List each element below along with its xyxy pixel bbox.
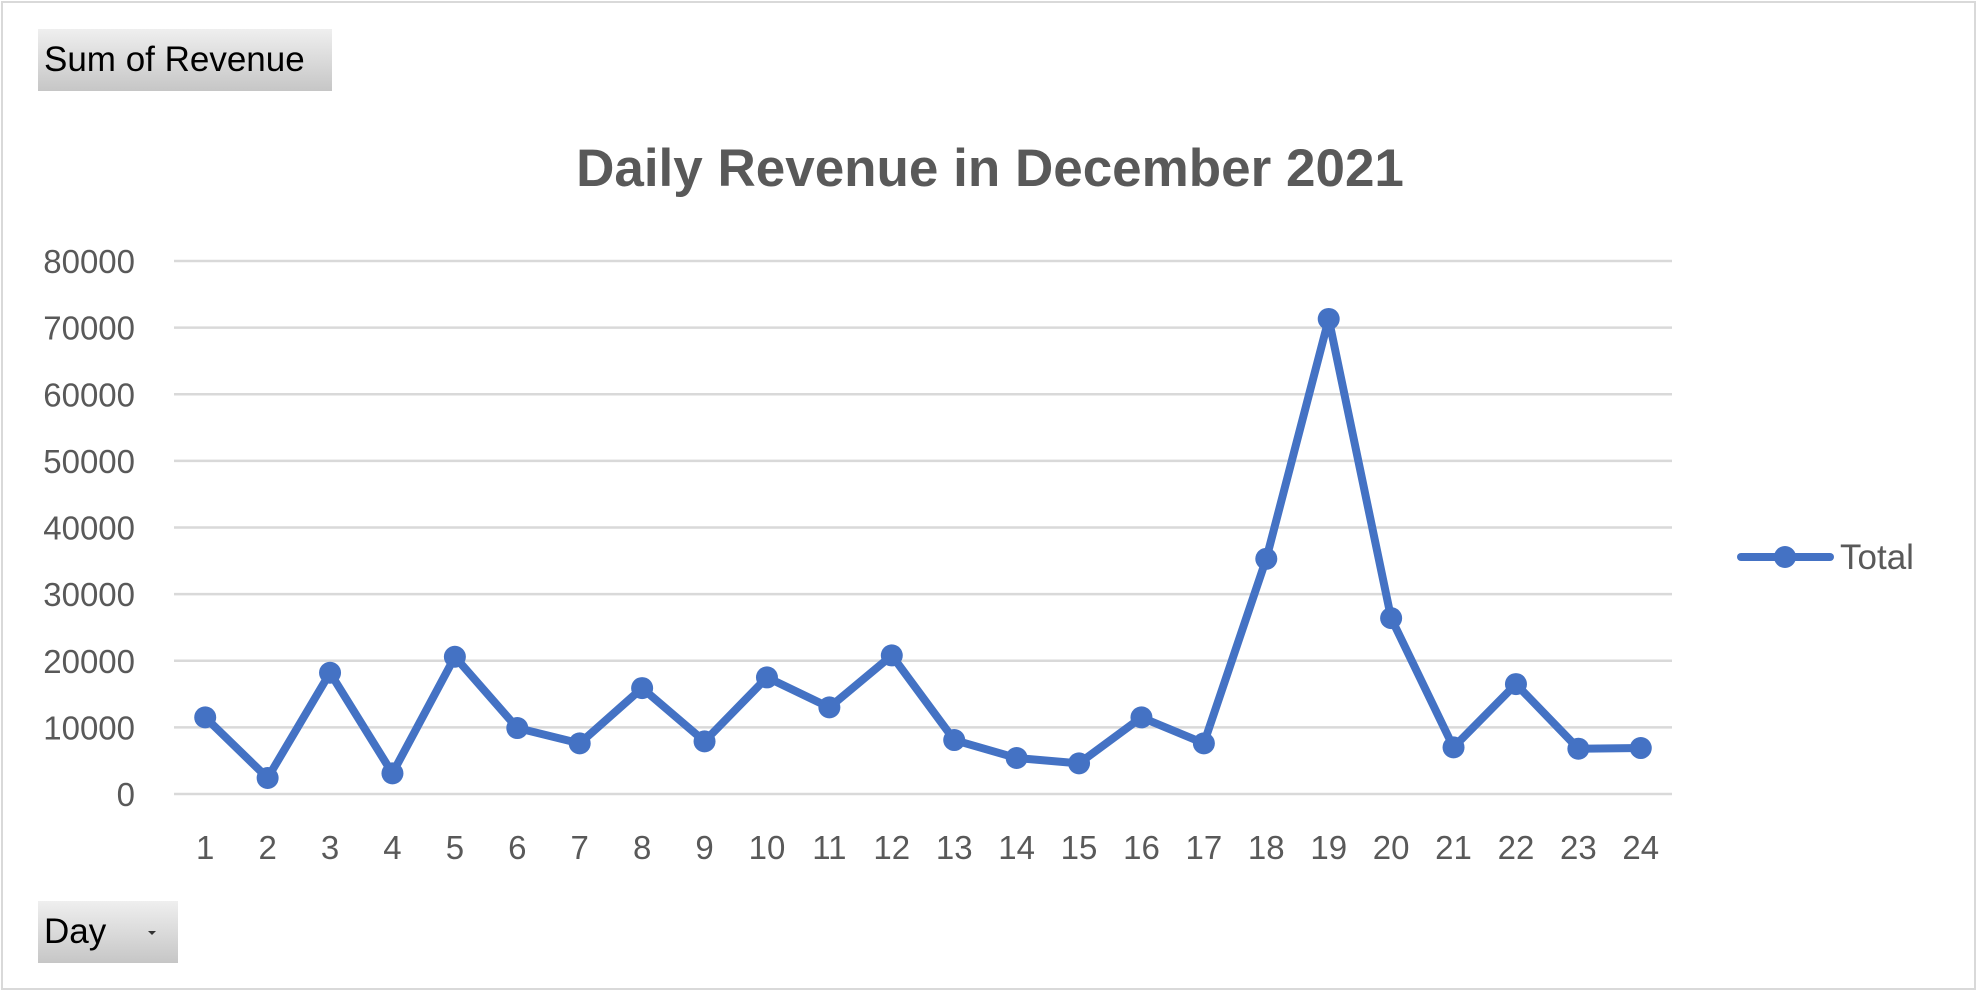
x-tick-label: 20 <box>1373 829 1410 866</box>
x-tick-label: 17 <box>1186 829 1223 866</box>
chart-title: Daily Revenue in December 2021 <box>576 139 1404 198</box>
data-point[interactable] <box>319 661 342 684</box>
x-tick-label: 23 <box>1560 829 1597 866</box>
data-point[interactable] <box>1317 307 1340 330</box>
data-point[interactable] <box>1192 732 1215 755</box>
legend-label: Total <box>1840 538 1914 577</box>
y-tick-label: 30000 <box>43 576 135 613</box>
x-axis-ticks: 1 2 3 4 5 6 7 8 9 10 11 12 13 14 15 16 17 18 19 20 21 22 23 24 <box>196 829 1659 866</box>
x-tick-label: 12 <box>873 829 910 866</box>
data-point[interactable] <box>1380 607 1403 630</box>
x-tick-label: 3 <box>321 829 339 866</box>
data-point[interactable] <box>818 696 841 719</box>
x-tick-label: 2 <box>258 829 276 866</box>
x-tick-label: 7 <box>571 829 589 866</box>
x-tick-label: 19 <box>1310 829 1347 866</box>
x-tick-label: 24 <box>1622 829 1659 866</box>
series-group <box>194 307 1652 790</box>
value-field-button[interactable]: Sum of Revenue <box>38 29 332 91</box>
y-tick-label: 70000 <box>43 310 135 347</box>
legend-marker-icon <box>1774 546 1796 568</box>
y-tick-label: 60000 <box>43 376 135 413</box>
y-tick-label: 10000 <box>43 709 135 746</box>
x-tick-label: 1 <box>196 829 214 866</box>
data-point[interactable] <box>1567 737 1590 760</box>
data-point[interactable] <box>381 762 404 785</box>
x-tick-label: 16 <box>1123 829 1160 866</box>
data-point[interactable] <box>943 729 966 752</box>
x-tick-label: 13 <box>936 829 973 866</box>
data-point[interactable] <box>256 767 279 790</box>
data-point[interactable] <box>1629 737 1652 760</box>
axis-field-button[interactable]: Day <box>38 901 178 963</box>
x-tick-label: 4 <box>383 829 401 866</box>
y-tick-label: 50000 <box>43 443 135 480</box>
x-tick-label: 11 <box>812 829 846 866</box>
x-tick-label: 15 <box>1061 829 1098 866</box>
data-point[interactable] <box>194 706 217 729</box>
data-point[interactable] <box>1504 673 1527 696</box>
x-tick-label: 5 <box>446 829 464 866</box>
series-line <box>201 314 1645 783</box>
data-point[interactable] <box>1068 752 1091 775</box>
gridlines <box>174 259 1672 796</box>
x-tick-label: 9 <box>695 829 713 866</box>
x-tick-label: 10 <box>749 829 786 866</box>
data-point[interactable] <box>755 666 778 689</box>
data-point[interactable] <box>1442 736 1465 759</box>
x-tick-label: 22 <box>1498 829 1535 866</box>
x-tick-label: 21 <box>1435 829 1472 866</box>
y-tick-label: 0 <box>117 776 135 813</box>
x-tick-label: 18 <box>1248 829 1285 866</box>
data-point[interactable] <box>568 732 591 755</box>
data-point[interactable] <box>693 730 716 753</box>
data-point[interactable] <box>1130 706 1153 729</box>
data-point[interactable] <box>1005 747 1028 770</box>
data-point[interactable] <box>1255 547 1278 570</box>
data-point[interactable] <box>631 677 654 700</box>
y-tick-label: 80000 <box>43 243 135 280</box>
y-tick-label: 20000 <box>43 643 135 680</box>
y-axis-ticks: 0 10000 20000 30000 40000 50000 60000 70000 8000… <box>43 243 135 813</box>
y-tick-label: 40000 <box>43 510 135 547</box>
value-field-label: Sum of Revenue <box>44 40 305 79</box>
x-tick-label: 14 <box>998 829 1035 866</box>
x-tick-label: 8 <box>633 829 651 866</box>
x-tick-label: 6 <box>508 829 526 866</box>
data-point[interactable] <box>443 645 466 668</box>
data-point[interactable] <box>880 644 903 667</box>
data-point[interactable] <box>506 717 529 740</box>
legend: Total <box>1737 538 1914 577</box>
axis-field-label: Day <box>44 912 107 951</box>
chevron-down-icon[interactable] <box>148 931 156 935</box>
